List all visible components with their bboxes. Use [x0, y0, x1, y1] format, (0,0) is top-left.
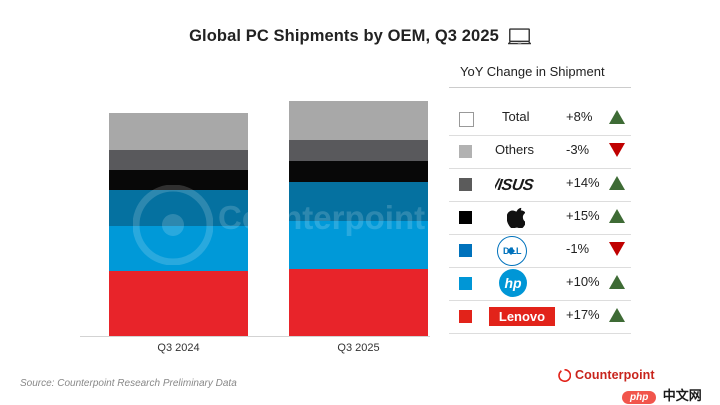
svg-text:/ISUS: /ISUS	[495, 177, 535, 193]
